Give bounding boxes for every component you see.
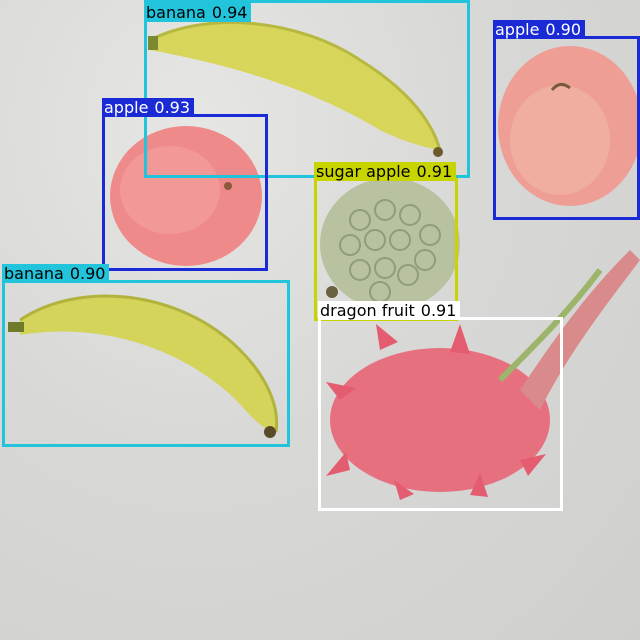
class-name: sugar apple — [316, 162, 411, 181]
detection-box-apple: apple 0.90 — [493, 20, 640, 220]
apple-right-object — [498, 46, 640, 206]
banana-left-object — [8, 294, 279, 438]
detection-label: dragon fruit 0.91 — [318, 301, 461, 320]
confidence-score: 0.90 — [545, 20, 582, 39]
confidence-score: 0.94 — [211, 3, 248, 22]
class-name: banana — [4, 264, 64, 283]
confidence-score: 0.91 — [416, 162, 453, 181]
detection-label: banana 0.94 — [144, 3, 252, 22]
banana-top-object — [148, 21, 443, 157]
detection-box-dragon-fruit: dragon fruit 0.91 — [318, 301, 563, 511]
class-name: apple — [104, 98, 149, 117]
dragon-fruit-object — [326, 250, 640, 500]
class-name: dragon fruit — [320, 301, 415, 320]
detection-box-banana: banana 0.94 — [144, 0, 470, 178]
class-name: banana — [146, 3, 206, 22]
sugar-apple-object — [320, 178, 460, 310]
detection-label: apple 0.93 — [102, 98, 195, 117]
class-name: apple — [495, 20, 540, 39]
confidence-score: 0.93 — [154, 98, 191, 117]
detection-box-apple: apple 0.93 — [102, 98, 268, 271]
confidence-score: 0.90 — [69, 264, 106, 283]
detection-label: banana 0.90 — [2, 264, 110, 283]
confidence-score: 0.91 — [420, 301, 457, 320]
detection-box-sugar-apple: sugar apple 0.91 — [314, 162, 458, 321]
detection-box-banana: banana 0.90 — [2, 264, 290, 447]
detection-label: apple 0.90 — [493, 20, 586, 39]
detection-label: sugar apple 0.91 — [314, 162, 457, 181]
